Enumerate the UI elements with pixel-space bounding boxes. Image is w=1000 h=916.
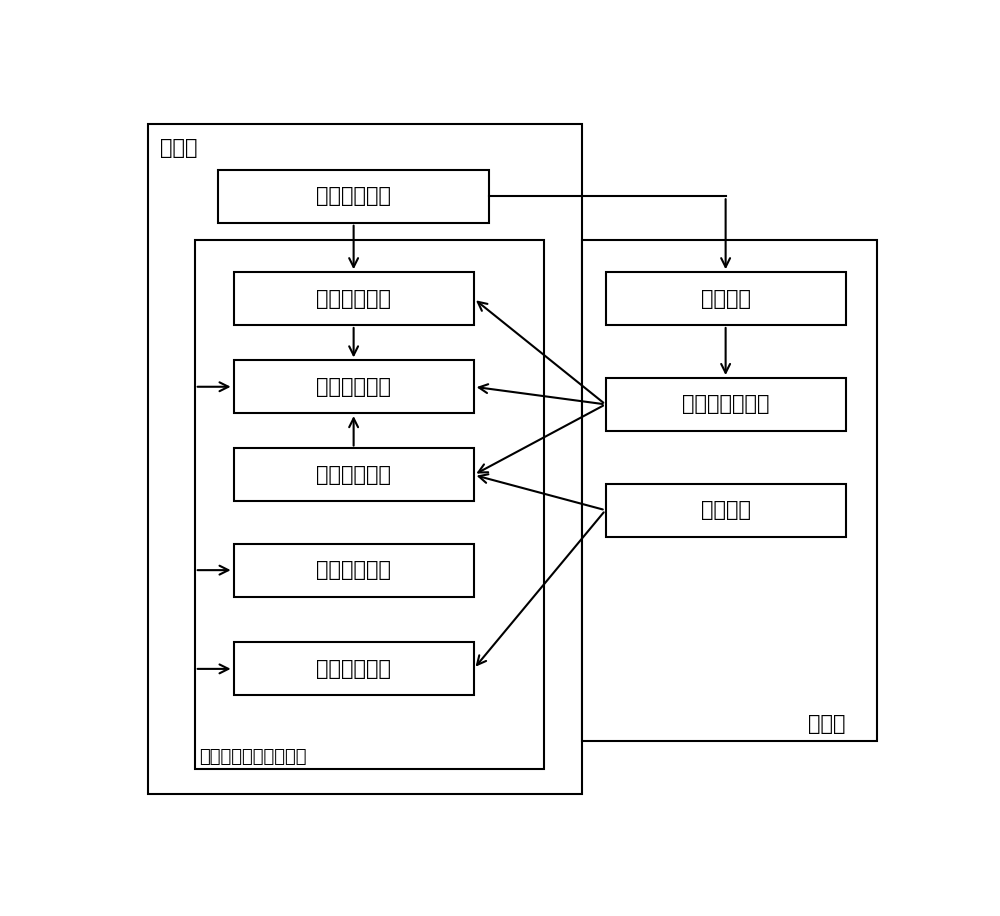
Text: 下位机: 下位机 xyxy=(808,714,846,734)
FancyBboxPatch shape xyxy=(234,449,474,501)
FancyBboxPatch shape xyxy=(582,240,877,741)
FancyBboxPatch shape xyxy=(234,544,474,596)
Text: 第二处理模块: 第二处理模块 xyxy=(316,465,391,485)
Text: 参数输入模块: 参数输入模块 xyxy=(316,186,391,206)
FancyBboxPatch shape xyxy=(606,484,846,537)
FancyBboxPatch shape xyxy=(148,124,582,794)
Text: 第五处理模块: 第五处理模块 xyxy=(316,659,391,679)
FancyBboxPatch shape xyxy=(234,272,474,325)
FancyBboxPatch shape xyxy=(234,642,474,695)
Text: 感知模块: 感知模块 xyxy=(701,289,751,309)
FancyBboxPatch shape xyxy=(234,360,474,413)
FancyBboxPatch shape xyxy=(606,272,846,325)
Text: 接收模块: 接收模块 xyxy=(701,500,751,520)
FancyBboxPatch shape xyxy=(606,378,846,431)
Text: 信道粗估计模块: 信道粗估计模块 xyxy=(682,395,769,414)
Text: 第一处理模块: 第一处理模块 xyxy=(316,289,391,309)
FancyBboxPatch shape xyxy=(195,240,544,769)
Text: 第四处理模块: 第四处理模块 xyxy=(316,561,391,580)
Text: 第三处理模块: 第三处理模块 xyxy=(316,376,391,397)
FancyBboxPatch shape xyxy=(218,169,489,223)
Text: 上位机: 上位机 xyxy=(160,138,197,158)
Text: 第一通信参数识别单元: 第一通信参数识别单元 xyxy=(199,747,306,766)
